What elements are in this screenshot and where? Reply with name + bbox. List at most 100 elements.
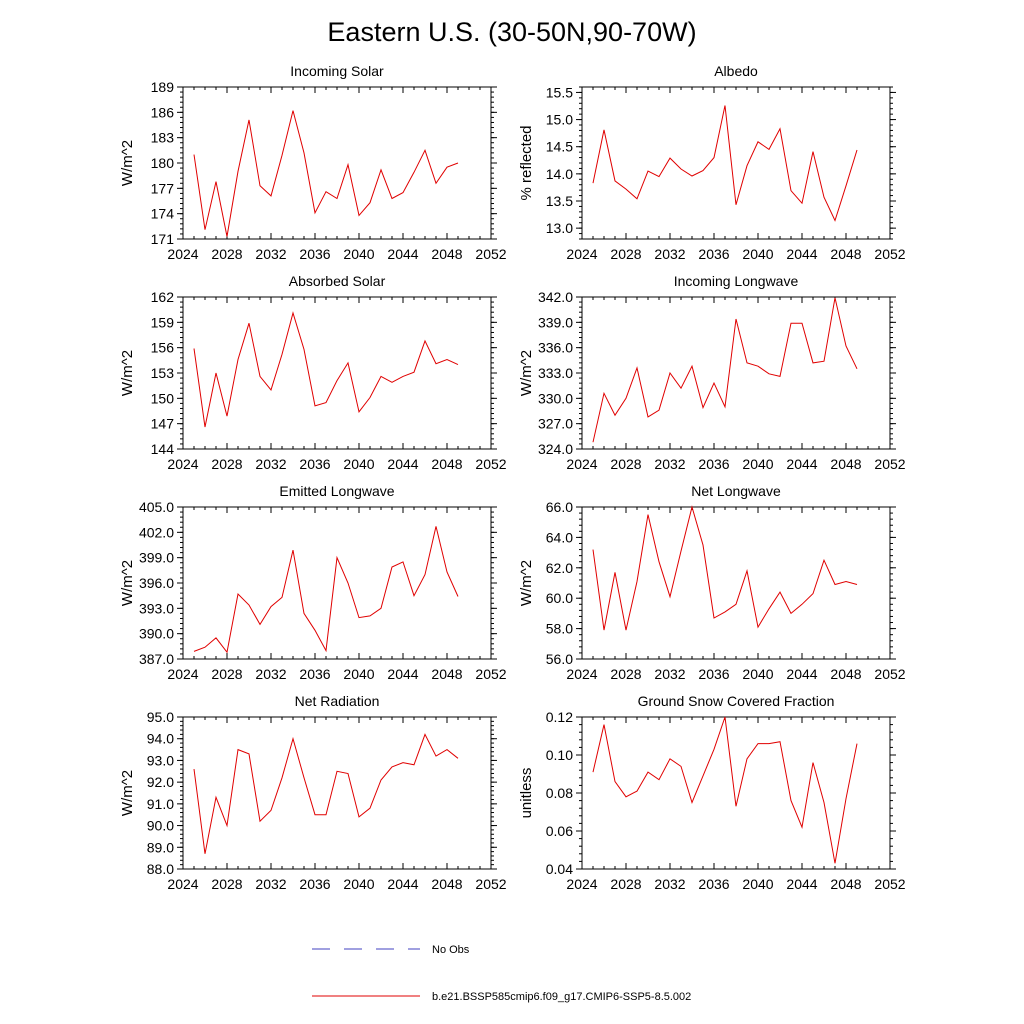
y-tick-label: 396.0	[139, 575, 174, 591]
plot-frame	[182, 86, 492, 240]
x-tick-label: 2052	[874, 876, 905, 892]
y-tick-label: 89.0	[147, 839, 174, 855]
x-tick-label: 2052	[874, 666, 905, 682]
x-tick-label: 2040	[343, 666, 374, 682]
x-tick-label: 2036	[698, 666, 729, 682]
x-tick-label: 2052	[475, 876, 506, 892]
y-tick-label: 336.0	[538, 340, 573, 356]
panel-incoming-longwave: Incoming Longwave W/m^2 2024 2028 2032 2036 20…	[518, 273, 906, 472]
x-tick-label: 2048	[431, 876, 462, 892]
y-tick-label: 95.0	[147, 709, 174, 725]
x-tick-label: 2036	[299, 876, 330, 892]
y-tick-label: 177	[151, 180, 175, 196]
x-tick-label: 2048	[431, 456, 462, 472]
x-tick-label: 2044	[387, 876, 418, 892]
y-tick-label: 94.0	[147, 731, 174, 747]
x-tick-label: 2040	[343, 876, 374, 892]
x-tick-label: 2052	[874, 456, 905, 472]
y-tick-label: 56.0	[546, 651, 573, 667]
y-axis-label: W/m^2	[119, 560, 136, 606]
x-tick-label: 2024	[566, 876, 597, 892]
y-tick-label: 180	[151, 155, 175, 171]
series-line-incoming-solar	[193, 110, 459, 237]
y-tick-label: 0.06	[546, 823, 573, 839]
x-tick-label: 2028	[211, 666, 242, 682]
y-tick-label: 147	[151, 416, 175, 432]
y-axis-label: W/m^2	[518, 560, 535, 606]
panel-ground-snow-covered-fraction: Ground Snow Covered Fraction unitless 2024…	[518, 693, 906, 892]
y-tick-label: 13.0	[546, 220, 573, 236]
y-tick-label: 90.0	[147, 818, 174, 834]
y-tick-label: 402.0	[139, 524, 174, 540]
series-line-net-radiation	[193, 733, 459, 854]
plot-frame	[182, 296, 492, 450]
x-tick-label: 2036	[299, 246, 330, 262]
x-tick-label: 2052	[475, 246, 506, 262]
y-tick-label: 189	[151, 79, 175, 95]
x-tick-label: 2040	[742, 666, 773, 682]
y-tick-label: 93.0	[147, 752, 174, 768]
panels-group: Incoming Solar W/m^2 2024 2028 2032 2036 2040 2…	[119, 63, 906, 892]
legend-label-no-obs: No Obs	[432, 944, 470, 956]
figure-title: Eastern U.S. (30-50N,90-70W)	[327, 17, 696, 47]
y-tick-label: 91.0	[147, 796, 174, 812]
x-tick-label: 2028	[211, 246, 242, 262]
x-tick-label: 2028	[610, 876, 641, 892]
y-tick-label: 60.0	[546, 590, 573, 606]
y-tick-label: 333.0	[538, 365, 573, 381]
x-tick-label: 2036	[698, 456, 729, 472]
y-tick-label: 150	[151, 390, 175, 406]
panel-net-longwave: Net Longwave W/m^2 2024 2028 2032 2036 2040 204…	[518, 483, 906, 682]
panel-title: Incoming Solar	[290, 63, 384, 79]
y-axis-label: W/m^2	[518, 350, 535, 396]
x-tick-label: 2024	[167, 456, 198, 472]
y-tick-label: 405.0	[139, 499, 174, 515]
y-tick-label: 324.0	[538, 441, 573, 457]
y-tick-label: 13.5	[546, 193, 573, 209]
y-tick-label: 92.0	[147, 774, 174, 790]
x-tick-label: 2024	[167, 876, 198, 892]
x-tick-label: 2052	[475, 456, 506, 472]
series-line-emitted-longwave	[193, 526, 459, 654]
x-tick-label: 2048	[431, 246, 462, 262]
x-tick-label: 2032	[654, 876, 685, 892]
x-tick-label: 2028	[610, 666, 641, 682]
x-tick-label: 2032	[255, 456, 286, 472]
plot-frame	[581, 506, 891, 660]
x-tick-label: 2032	[255, 246, 286, 262]
legend: No Obs b.e21.BSSP585cmip6.f09_g17.CMIP6-…	[312, 944, 691, 1003]
y-tick-label: 15.0	[546, 112, 573, 128]
y-tick-label: 390.0	[139, 626, 174, 642]
plot-frame	[581, 716, 891, 870]
panel-absorbed-solar: Absorbed Solar W/m^2 2024 2028 2032 2036 2040 2…	[119, 273, 507, 472]
x-tick-label: 2040	[343, 456, 374, 472]
y-tick-label: 64.0	[546, 529, 573, 545]
x-tick-label: 2040	[742, 456, 773, 472]
y-tick-label: 0.10	[546, 747, 573, 763]
x-tick-label: 2028	[610, 456, 641, 472]
y-tick-label: 399.0	[139, 550, 174, 566]
x-tick-label: 2040	[742, 876, 773, 892]
panel-emitted-longwave: Emitted Longwave W/m^2 2024 2028 2032 2036 204…	[119, 483, 507, 682]
y-axis-label: W/m^2	[119, 770, 136, 816]
y-tick-label: 186	[151, 104, 175, 120]
series-line-net-longwave	[592, 505, 858, 631]
x-tick-label: 2036	[698, 876, 729, 892]
y-axis-label: % reflected	[518, 125, 535, 200]
y-axis-label: unitless	[518, 768, 535, 819]
plot-frame	[581, 86, 891, 240]
x-tick-label: 2052	[475, 666, 506, 682]
x-tick-label: 2048	[830, 456, 861, 472]
x-tick-label: 2028	[211, 456, 242, 472]
panel-title: Ground Snow Covered Fraction	[638, 693, 835, 709]
x-tick-label: 2036	[299, 456, 330, 472]
x-tick-label: 2032	[654, 456, 685, 472]
panel-title: Emitted Longwave	[279, 483, 394, 499]
y-tick-label: 387.0	[139, 651, 174, 667]
y-tick-label: 330.0	[538, 390, 573, 406]
y-tick-label: 14.0	[546, 166, 573, 182]
x-tick-label: 2032	[255, 666, 286, 682]
y-tick-label: 0.08	[546, 785, 573, 801]
y-tick-label: 183	[151, 130, 175, 146]
x-tick-label: 2044	[786, 456, 817, 472]
